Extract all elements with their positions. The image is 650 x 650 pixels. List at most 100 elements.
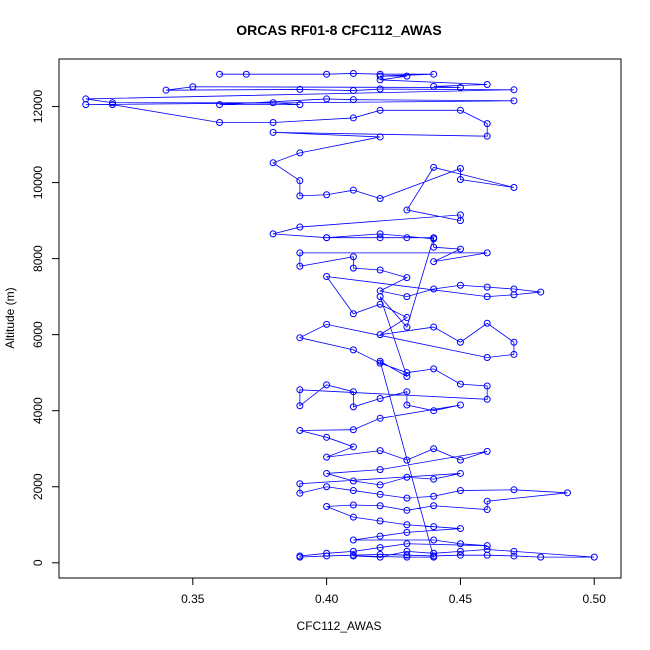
data-point [430, 323, 438, 331]
data-point [430, 70, 438, 78]
data-point [456, 540, 464, 548]
data-point [216, 118, 224, 126]
data-point [269, 118, 277, 126]
data-point [269, 99, 277, 107]
data-point [456, 176, 464, 184]
data-point [456, 469, 464, 477]
data-point [483, 80, 491, 88]
data-point [323, 453, 331, 461]
data-point [349, 536, 357, 544]
data-point [376, 76, 384, 84]
data-point [376, 532, 384, 540]
data-point [430, 258, 438, 266]
data-point [403, 372, 411, 380]
data-point [456, 338, 464, 346]
y-tick-label: 12000 [31, 90, 45, 124]
data-point [376, 195, 384, 203]
y-tick-label: 8000 [31, 245, 45, 272]
data-point [430, 285, 438, 293]
data-point [430, 407, 438, 415]
data-point [376, 466, 384, 474]
data-point [349, 477, 357, 485]
data-point [483, 319, 491, 327]
data-point [349, 388, 357, 396]
data-point [456, 547, 464, 555]
data-point [323, 503, 331, 511]
data-point [296, 553, 304, 561]
data-point [376, 544, 384, 552]
data-point [376, 490, 384, 498]
data-point [403, 206, 411, 214]
data-point [323, 552, 331, 560]
data-point [349, 513, 357, 521]
data-point [403, 401, 411, 409]
data-point [456, 165, 464, 173]
data-point [510, 86, 518, 94]
data-point [456, 551, 464, 559]
data-point [189, 83, 197, 91]
data-point [456, 245, 464, 253]
data-point [269, 128, 277, 136]
data-point [510, 338, 518, 346]
data-point [296, 402, 304, 410]
data-point [349, 69, 357, 77]
data-point [349, 114, 357, 122]
data-point [376, 414, 384, 422]
data-point [296, 192, 304, 200]
data-point [376, 266, 384, 274]
data-point [510, 184, 518, 192]
data-point [323, 191, 331, 199]
y-tick-label: 2000 [31, 473, 45, 500]
data-point [403, 528, 411, 536]
data-point [537, 553, 545, 561]
data-point [376, 300, 384, 308]
data-point [376, 502, 384, 510]
data-point [563, 489, 571, 497]
data-point [349, 552, 357, 560]
data-point [456, 211, 464, 219]
data-point [510, 97, 518, 105]
data-point [323, 469, 331, 477]
data-point [376, 550, 384, 558]
data-point [269, 230, 277, 238]
data-point [349, 186, 357, 194]
data-point [349, 426, 357, 434]
y-tick-label: 6000 [31, 321, 45, 348]
data-point [430, 549, 438, 557]
data-point [430, 82, 438, 90]
data-point [376, 447, 384, 455]
data-point [403, 369, 411, 377]
data-point [403, 540, 411, 548]
data-point [510, 547, 518, 555]
data-point [483, 497, 491, 505]
data-point [430, 475, 438, 483]
data-point [296, 177, 304, 185]
data-point [323, 272, 331, 280]
y-axis: 0 2000 4000 6000 8000 10000 12000 [31, 90, 60, 566]
data-point [349, 310, 357, 318]
data-point [109, 99, 117, 107]
data-point [483, 120, 491, 128]
data-point [483, 283, 491, 291]
data-point [456, 525, 464, 533]
data-point [323, 320, 331, 328]
data-point [403, 473, 411, 481]
data-point [510, 291, 518, 299]
data-point [349, 547, 357, 555]
data-point [376, 357, 384, 365]
data-point [403, 323, 411, 331]
data-point [376, 133, 384, 141]
data-point [403, 506, 411, 514]
data-point [376, 85, 384, 93]
data-point [323, 70, 331, 78]
data-point [510, 486, 518, 494]
data-point [483, 132, 491, 140]
data-point [376, 293, 384, 301]
data-point [323, 483, 331, 491]
data-point [376, 553, 384, 561]
data-point [376, 517, 384, 525]
series-line [85, 73, 595, 558]
data-point [349, 501, 357, 509]
data-point [109, 101, 117, 109]
